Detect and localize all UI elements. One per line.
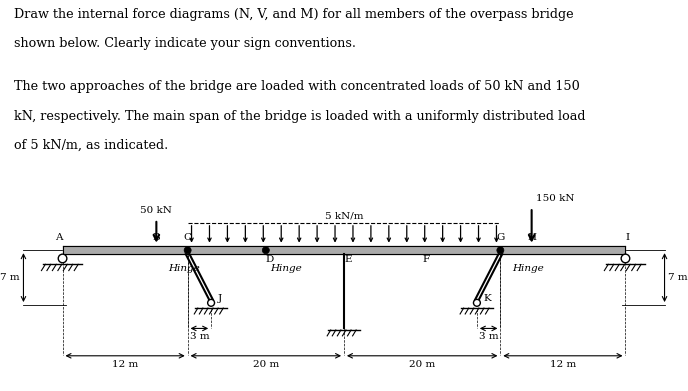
Text: shown below. Clearly indicate your sign conventions.: shown below. Clearly indicate your sign … (14, 38, 356, 50)
Text: K: K (484, 294, 492, 303)
Text: Hinge: Hinge (270, 264, 301, 273)
Text: 150 kN: 150 kN (535, 194, 574, 203)
Text: 7 m: 7 m (669, 273, 688, 282)
Text: 12 m: 12 m (112, 360, 138, 369)
Text: D: D (266, 255, 274, 264)
Text: 5 kN/m: 5 kN/m (325, 212, 363, 221)
Text: 50 kN: 50 kN (140, 206, 172, 215)
Text: A: A (55, 233, 63, 242)
Text: I: I (625, 233, 630, 242)
Text: 3 m: 3 m (190, 332, 209, 341)
Text: 20 m: 20 m (409, 360, 436, 369)
Circle shape (184, 247, 191, 254)
Circle shape (621, 254, 630, 263)
Circle shape (262, 247, 269, 254)
Text: J: J (218, 294, 222, 303)
Text: C: C (184, 233, 192, 242)
Circle shape (473, 300, 480, 306)
Text: E: E (344, 255, 352, 264)
Circle shape (497, 247, 504, 254)
Text: 12 m: 12 m (550, 360, 576, 369)
Text: 3 m: 3 m (479, 332, 498, 341)
Text: 20 m: 20 m (252, 360, 279, 369)
Text: B: B (153, 233, 160, 242)
Text: Hinge: Hinge (512, 264, 544, 273)
Text: Hinge: Hinge (168, 264, 200, 273)
Text: of 5 kN/m, as indicated.: of 5 kN/m, as indicated. (14, 139, 168, 152)
Text: F: F (422, 255, 429, 264)
Circle shape (58, 254, 67, 263)
Text: H: H (527, 233, 536, 242)
Text: 7 m: 7 m (0, 273, 19, 282)
Text: Draw the internal force diagrams (N, V, and M) for all members of the overpass b: Draw the internal force diagrams (N, V, … (14, 8, 573, 21)
Circle shape (208, 300, 215, 306)
Text: kN, respectively. The main span of the bridge is loaded with a uniformly distrib: kN, respectively. The main span of the b… (14, 109, 585, 123)
Text: G: G (496, 233, 504, 242)
Text: The two approaches of the bridge are loaded with concentrated loads of 50 kN and: The two approaches of the bridge are loa… (14, 80, 579, 93)
